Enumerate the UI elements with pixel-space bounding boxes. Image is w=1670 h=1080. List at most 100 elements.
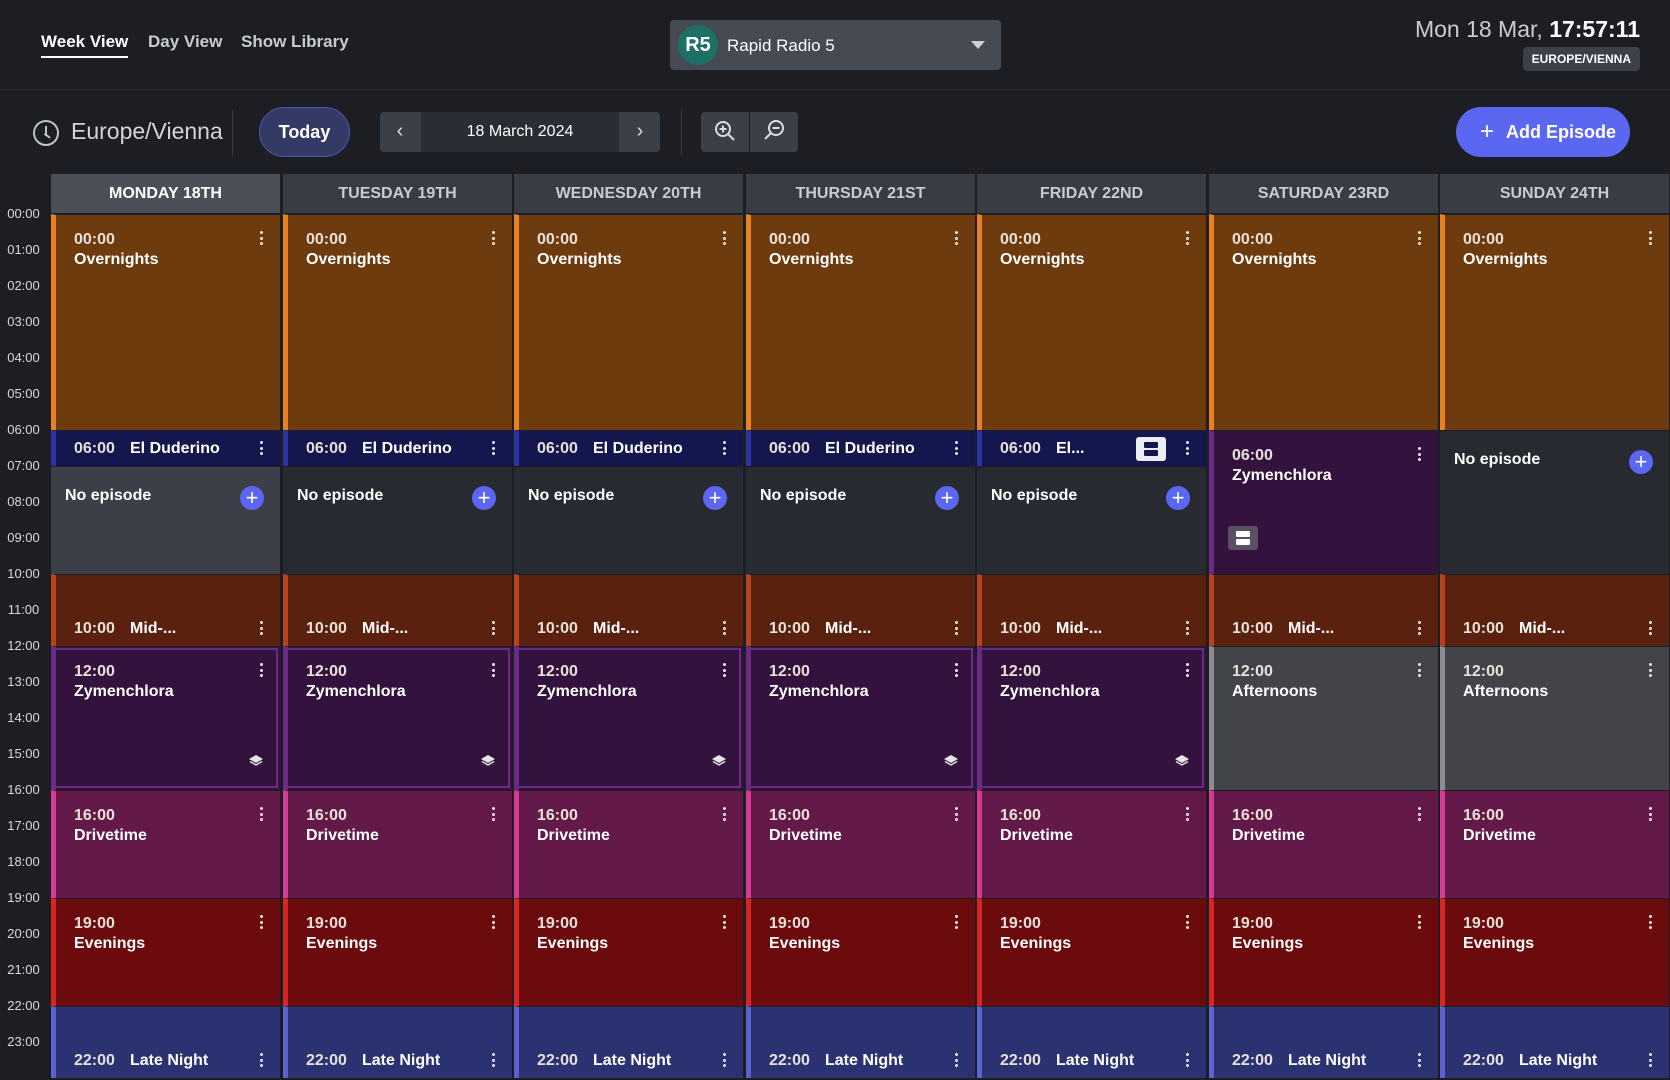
more-options-icon[interactable]: [1186, 441, 1190, 457]
add-episode-icon[interactable]: +: [472, 486, 496, 510]
tab-day-view[interactable]: Day View: [148, 32, 223, 51]
more-options-icon[interactable]: [955, 441, 959, 457]
chevron-left-icon[interactable]: ‹: [396, 120, 404, 142]
add-episode-icon[interactable]: +: [240, 486, 264, 510]
more-options-icon[interactable]: [1649, 663, 1653, 679]
more-options-icon[interactable]: [955, 663, 959, 679]
show-slot[interactable]: 19:00 Evenings: [1440, 898, 1669, 1006]
more-options-icon[interactable]: [1649, 915, 1653, 931]
more-options-icon[interactable]: [1186, 663, 1190, 679]
show-slot[interactable]: 00:00 Overnights: [977, 214, 1206, 430]
show-slot[interactable]: 06:00 Zymenchlora: [1209, 430, 1438, 574]
more-options-icon[interactable]: [492, 231, 496, 247]
copy-icon[interactable]: [1228, 526, 1258, 550]
more-options-icon[interactable]: [1649, 231, 1653, 247]
show-slot[interactable]: 00:00 Overnights: [1440, 214, 1669, 430]
more-options-icon[interactable]: [1649, 807, 1653, 823]
tab-week-view[interactable]: Week View: [41, 32, 129, 58]
show-slot[interactable]: 12:00 Zymenchlora: [977, 646, 1206, 790]
more-options-icon[interactable]: [1418, 915, 1422, 931]
more-options-icon[interactable]: [723, 231, 727, 247]
show-slot[interactable]: 10:00 Mid-...: [1440, 574, 1669, 646]
show-slot[interactable]: 19:00 Evenings: [746, 898, 975, 1006]
show-slot[interactable]: 22:00 Late Night: [514, 1006, 743, 1078]
more-options-icon[interactable]: [723, 1053, 727, 1069]
show-slot[interactable]: 10:00 Mid-...: [746, 574, 975, 646]
show-slot[interactable]: 19:00 Evenings: [283, 898, 512, 1006]
add-episode-icon[interactable]: +: [703, 486, 727, 510]
more-options-icon[interactable]: [1418, 663, 1422, 679]
show-slot[interactable]: 22:00 Late Night: [51, 1006, 280, 1078]
add-episode-icon[interactable]: +: [1166, 486, 1190, 510]
more-options-icon[interactable]: [955, 807, 959, 823]
show-slot[interactable]: 19:00 Evenings: [977, 898, 1206, 1006]
show-slot[interactable]: 00:00 Overnights: [514, 214, 743, 430]
more-options-icon[interactable]: [260, 1053, 264, 1069]
show-slot[interactable]: 06:00 El Duderino: [746, 430, 975, 466]
more-options-icon[interactable]: [723, 807, 727, 823]
add-episode-icon[interactable]: +: [935, 486, 959, 510]
show-slot[interactable]: 22:00 Late Night: [283, 1006, 512, 1078]
more-options-icon[interactable]: [1418, 1053, 1422, 1069]
show-slot[interactable]: 00:00 Overnights: [746, 214, 975, 430]
more-options-icon[interactable]: [260, 663, 264, 679]
more-options-icon[interactable]: [492, 663, 496, 679]
station-selector[interactable]: R5 Rapid Radio 5: [670, 20, 1001, 70]
today-button[interactable]: Today: [259, 107, 350, 157]
show-slot[interactable]: 19:00 Evenings: [51, 898, 280, 1006]
show-slot[interactable]: 16:00 Drivetime: [283, 790, 512, 898]
more-options-icon[interactable]: [955, 915, 959, 931]
copy-icon[interactable]: [1136, 437, 1166, 461]
show-slot[interactable]: 16:00 Drivetime: [514, 790, 743, 898]
more-options-icon[interactable]: [1186, 621, 1190, 637]
more-options-icon[interactable]: [1649, 1053, 1653, 1069]
more-options-icon[interactable]: [955, 1053, 959, 1069]
more-options-icon[interactable]: [1418, 231, 1422, 247]
more-options-icon[interactable]: [1186, 1053, 1190, 1069]
zoom-out-button[interactable]: [750, 112, 798, 152]
more-options-icon[interactable]: [260, 915, 264, 931]
more-options-icon[interactable]: [1418, 621, 1422, 637]
more-options-icon[interactable]: [955, 621, 959, 637]
zoom-in-button[interactable]: [701, 112, 749, 152]
show-slot[interactable]: 12:00 Afternoons: [1440, 646, 1669, 790]
more-options-icon[interactable]: [260, 621, 264, 637]
show-slot[interactable]: 16:00 Drivetime: [1209, 790, 1438, 898]
more-options-icon[interactable]: [723, 915, 727, 931]
show-slot[interactable]: 10:00 Mid-...: [51, 574, 280, 646]
show-slot[interactable]: 16:00 Drivetime: [746, 790, 975, 898]
more-options-icon[interactable]: [260, 807, 264, 823]
more-options-icon[interactable]: [492, 1053, 496, 1069]
tab-show-library[interactable]: Show Library: [241, 32, 349, 51]
show-slot[interactable]: 22:00 Late Night: [1440, 1006, 1669, 1078]
more-options-icon[interactable]: [1186, 915, 1190, 931]
show-slot[interactable]: 12:00 Zymenchlora: [746, 646, 975, 790]
show-slot[interactable]: 19:00 Evenings: [514, 898, 743, 1006]
current-date-display[interactable]: 18 March 2024: [421, 112, 619, 152]
chevron-right-icon[interactable]: ›: [636, 120, 644, 142]
show-slot[interactable]: 06:00 El Duderino: [514, 430, 743, 466]
more-options-icon[interactable]: [955, 231, 959, 247]
show-slot[interactable]: 00:00 Overnights: [51, 214, 280, 430]
show-slot[interactable]: 19:00 Evenings: [1209, 898, 1438, 1006]
show-slot[interactable]: 12:00 Zymenchlora: [283, 646, 512, 790]
show-slot[interactable]: 06:00 El Duderino: [51, 430, 280, 466]
more-options-icon[interactable]: [260, 231, 264, 247]
more-options-icon[interactable]: [1649, 621, 1653, 637]
show-slot[interactable]: 06:00 El...: [977, 430, 1206, 466]
show-slot[interactable]: 10:00 Mid-...: [1209, 574, 1438, 646]
more-options-icon[interactable]: [492, 915, 496, 931]
more-options-icon[interactable]: [723, 621, 727, 637]
show-slot[interactable]: 16:00 Drivetime: [977, 790, 1206, 898]
more-options-icon[interactable]: [260, 441, 264, 457]
show-slot[interactable]: 16:00 Drivetime: [51, 790, 280, 898]
more-options-icon[interactable]: [492, 621, 496, 637]
show-slot[interactable]: 22:00 Late Night: [746, 1006, 975, 1078]
show-slot[interactable]: 22:00 Late Night: [1209, 1006, 1438, 1078]
show-slot[interactable]: 00:00 Overnights: [1209, 214, 1438, 430]
show-slot[interactable]: 12:00 Afternoons: [1209, 646, 1438, 790]
show-slot[interactable]: 06:00 El Duderino: [283, 430, 512, 466]
more-options-icon[interactable]: [1186, 807, 1190, 823]
more-options-icon[interactable]: [1186, 231, 1190, 247]
show-slot[interactable]: 00:00 Overnights: [283, 214, 512, 430]
